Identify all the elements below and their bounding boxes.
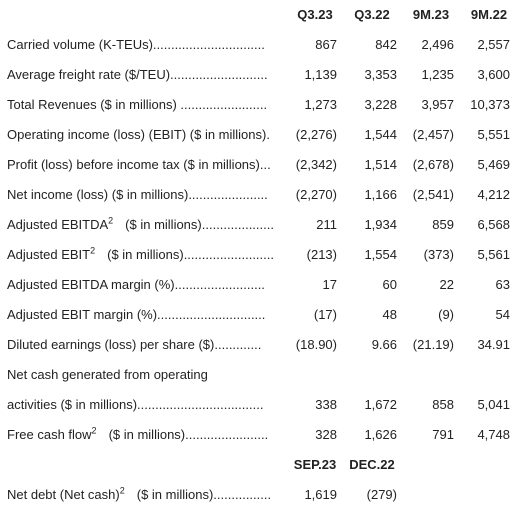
value-cell: (373) bbox=[423, 247, 454, 262]
value-cell: 4,748 bbox=[477, 427, 510, 442]
value-cell: 22 bbox=[439, 277, 454, 292]
label-text: Adjusted EBITDA margin (%)..............… bbox=[7, 277, 265, 292]
value-cell: 1,514 bbox=[364, 157, 397, 172]
label-text: Total Revenues ($ in millions) .........… bbox=[7, 97, 268, 112]
value-cell: (2,541) bbox=[412, 187, 454, 202]
label-text: Free cash flow bbox=[7, 427, 92, 442]
footnote-mark: 2 bbox=[91, 427, 97, 436]
label-text: Average freight rate ($/TEU)............… bbox=[7, 67, 268, 82]
value-cell: 1,235 bbox=[421, 67, 454, 82]
column-header: Q3.23 bbox=[297, 7, 333, 22]
value-cell: 4,212 bbox=[477, 187, 510, 202]
row-label: Total Revenues ($ in millions) .........… bbox=[7, 97, 285, 113]
footnote-mark: 2 bbox=[108, 217, 114, 226]
row-label: Average freight rate ($/TEU)............… bbox=[7, 67, 285, 83]
value-cell: 63 bbox=[495, 277, 510, 292]
label-text: Adjusted EBIT bbox=[7, 247, 91, 262]
value-cell: 3,353 bbox=[364, 67, 397, 82]
value-cell: 3,957 bbox=[421, 97, 454, 112]
value-cell: (2,276) bbox=[295, 127, 337, 142]
row-label: Net cash generated from operating bbox=[7, 367, 285, 383]
value-cell: 34.91 bbox=[477, 337, 510, 352]
value-cell: 859 bbox=[432, 217, 454, 232]
value-cell: (9) bbox=[438, 307, 454, 322]
value-cell: 338 bbox=[315, 397, 337, 412]
row-label: Operating income (loss) (EBIT) ($ in mil… bbox=[7, 127, 285, 143]
footnote-mark: 2 bbox=[90, 247, 96, 256]
row-label: Adjusted EBIT margin (%)................… bbox=[7, 307, 285, 323]
value-cell: 60 bbox=[382, 277, 397, 292]
row-label: Net debt (Net cash)2 ($ in millions).....… bbox=[7, 487, 285, 503]
value-cell: 2,557 bbox=[477, 37, 510, 52]
row-label: Carried volume (K-TEUs).................… bbox=[7, 37, 285, 53]
label-text: Operating income (loss) (EBIT) ($ in mil… bbox=[7, 127, 270, 142]
footnote-mark: 2 bbox=[119, 487, 125, 496]
column-header: SEP.23 bbox=[293, 457, 337, 472]
row-label: Profit (loss) before income tax ($ in mi… bbox=[7, 157, 285, 173]
label-text: Diluted earnings (loss) per share ($)...… bbox=[7, 337, 262, 352]
row-label: Adjusted EBIT2 ($ in millions)...........… bbox=[7, 247, 285, 263]
label-suffix: ($ in millions)................ bbox=[136, 487, 272, 502]
label-text: Adjusted EBITDA bbox=[7, 217, 109, 232]
row-label: Adjusted EBITDA2 ($ in millions).........… bbox=[7, 217, 285, 233]
value-cell: 1,544 bbox=[364, 127, 397, 142]
value-cell: 211 bbox=[316, 217, 337, 232]
value-cell: 10,373 bbox=[470, 97, 510, 112]
value-cell: 791 bbox=[432, 427, 454, 442]
value-cell: 5,551 bbox=[477, 127, 510, 142]
value-cell: (18.90) bbox=[295, 337, 337, 352]
value-cell: (21.19) bbox=[412, 337, 454, 352]
value-cell: 1,934 bbox=[364, 217, 397, 232]
label-text: Net cash generated from operating bbox=[7, 367, 208, 382]
row-label: Net income (loss) ($ in millions).......… bbox=[7, 187, 285, 203]
value-cell: 1,273 bbox=[304, 97, 337, 112]
value-cell: 6,568 bbox=[477, 217, 510, 232]
label-suffix: ($ in millions)....................... bbox=[108, 427, 269, 442]
label-suffix: ($ in millions)......................... bbox=[107, 247, 274, 262]
value-cell: 1,139 bbox=[304, 67, 337, 82]
value-cell: 17 bbox=[322, 277, 337, 292]
label-text: Net income (loss) ($ in millions).......… bbox=[7, 187, 268, 202]
column-header: Q3.22 bbox=[354, 7, 390, 22]
value-cell: (17) bbox=[313, 307, 337, 322]
row-label: activities ($ in millions)..............… bbox=[7, 397, 285, 413]
value-cell: 867 bbox=[315, 37, 337, 52]
value-cell: (279) bbox=[366, 487, 397, 502]
value-cell: 2,496 bbox=[421, 37, 454, 52]
label-text: Net debt (Net cash) bbox=[7, 487, 120, 502]
column-header: DEC.22 bbox=[349, 457, 395, 472]
value-cell: (2,457) bbox=[412, 127, 454, 142]
label-text: Adjusted EBIT margin (%)................… bbox=[7, 307, 266, 322]
column-header: 9M.22 bbox=[470, 7, 508, 22]
value-cell: 5,561 bbox=[477, 247, 510, 262]
value-cell: 1,619 bbox=[304, 487, 337, 502]
value-cell: 3,600 bbox=[477, 67, 510, 82]
label-suffix: ($ in millions).................... bbox=[125, 217, 274, 232]
row-label: Diluted earnings (loss) per share ($)...… bbox=[7, 337, 285, 353]
value-cell: (2,342) bbox=[295, 157, 337, 172]
label-text: Profit (loss) before income tax ($ in mi… bbox=[7, 157, 271, 172]
value-cell: 1,554 bbox=[364, 247, 397, 262]
value-cell: 842 bbox=[375, 37, 397, 52]
value-cell: 858 bbox=[432, 397, 454, 412]
column-header: 9M.23 bbox=[412, 7, 450, 22]
label-text: Carried volume (K-TEUs).................… bbox=[7, 37, 265, 52]
value-cell: 1,626 bbox=[364, 427, 397, 442]
row-label: Free cash flow2 ($ in millions)..........… bbox=[7, 427, 285, 443]
value-cell: (2,270) bbox=[295, 187, 337, 202]
label-text: activities ($ in millions)..............… bbox=[7, 397, 264, 412]
row-label: Adjusted EBITDA margin (%)..............… bbox=[7, 277, 285, 293]
value-cell: 48 bbox=[382, 307, 397, 322]
value-cell: 1,166 bbox=[364, 187, 397, 202]
value-cell: 3,228 bbox=[364, 97, 397, 112]
value-cell: (213) bbox=[306, 247, 337, 262]
value-cell: (2,678) bbox=[412, 157, 454, 172]
value-cell: 5,469 bbox=[477, 157, 510, 172]
value-cell: 5,041 bbox=[477, 397, 510, 412]
value-cell: 9.66 bbox=[371, 337, 397, 352]
value-cell: 328 bbox=[315, 427, 337, 442]
value-cell: 1,672 bbox=[364, 397, 397, 412]
value-cell: 54 bbox=[495, 307, 510, 322]
